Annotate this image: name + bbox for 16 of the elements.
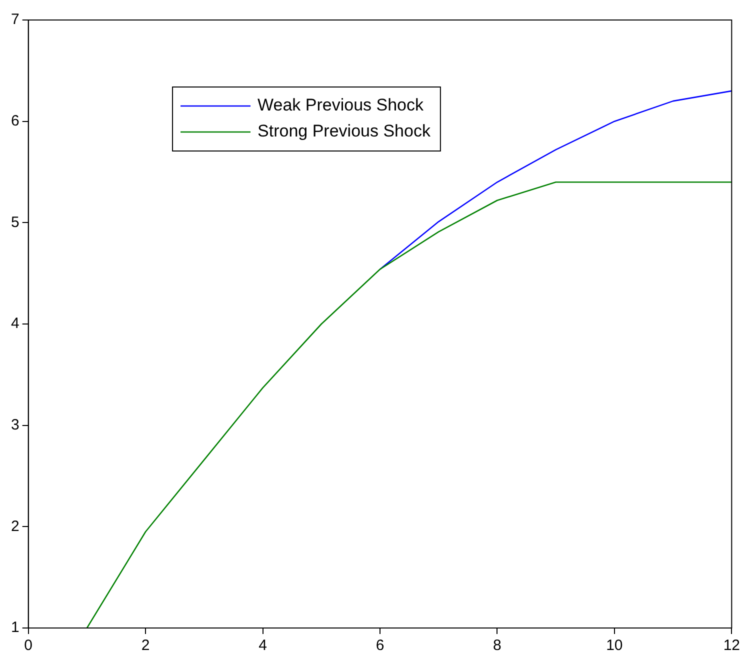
x-tick-label: 8 <box>493 637 502 654</box>
y-tick-label: 2 <box>11 518 20 535</box>
y-tick-label: 1 <box>11 619 20 636</box>
y-tick-label: 7 <box>11 11 20 28</box>
x-tick-label: 4 <box>258 637 267 654</box>
legend-label: Strong Previous Shock <box>258 122 431 141</box>
y-tick-label: 4 <box>11 315 20 332</box>
x-tick-label: 2 <box>141 637 150 654</box>
y-tick-label: 3 <box>11 416 20 434</box>
x-tick-label: 10 <box>606 637 623 654</box>
y-tick-label: 6 <box>11 112 20 130</box>
x-tick-label: 0 <box>24 637 33 654</box>
x-tick-label: 12 <box>723 637 740 654</box>
y-tick-label: 5 <box>11 214 20 231</box>
x-tick-label: 6 <box>376 637 384 654</box>
legend-label: Weak Previous Shock <box>258 96 424 115</box>
